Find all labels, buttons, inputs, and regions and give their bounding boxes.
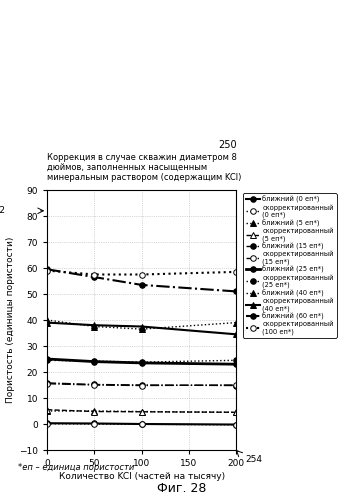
Text: 252: 252: [0, 206, 6, 216]
Text: 254: 254: [245, 455, 262, 464]
Legend: ближний (0 еп*), скорректированный
(0 еп*), ближний (5 еп*), скорректированный
(: ближний (0 еп*), скорректированный (0 еп…: [243, 194, 337, 338]
Text: 250: 250: [218, 140, 236, 150]
Text: *еп – единица пористости: *еп – единица пористости: [18, 464, 135, 472]
X-axis label: Количество KCl (частей на тысячу): Количество KCl (частей на тысячу): [58, 472, 225, 481]
Text: Коррекция в случае скважин диаметром 8
дюймов, заполненных насыщенным
минеральны: Коррекция в случае скважин диаметром 8 д…: [47, 152, 241, 182]
Text: Фиг. 28: Фиг. 28: [157, 482, 206, 495]
Y-axis label: Пористость (единицы пористости): Пористость (единицы пористости): [6, 237, 15, 403]
